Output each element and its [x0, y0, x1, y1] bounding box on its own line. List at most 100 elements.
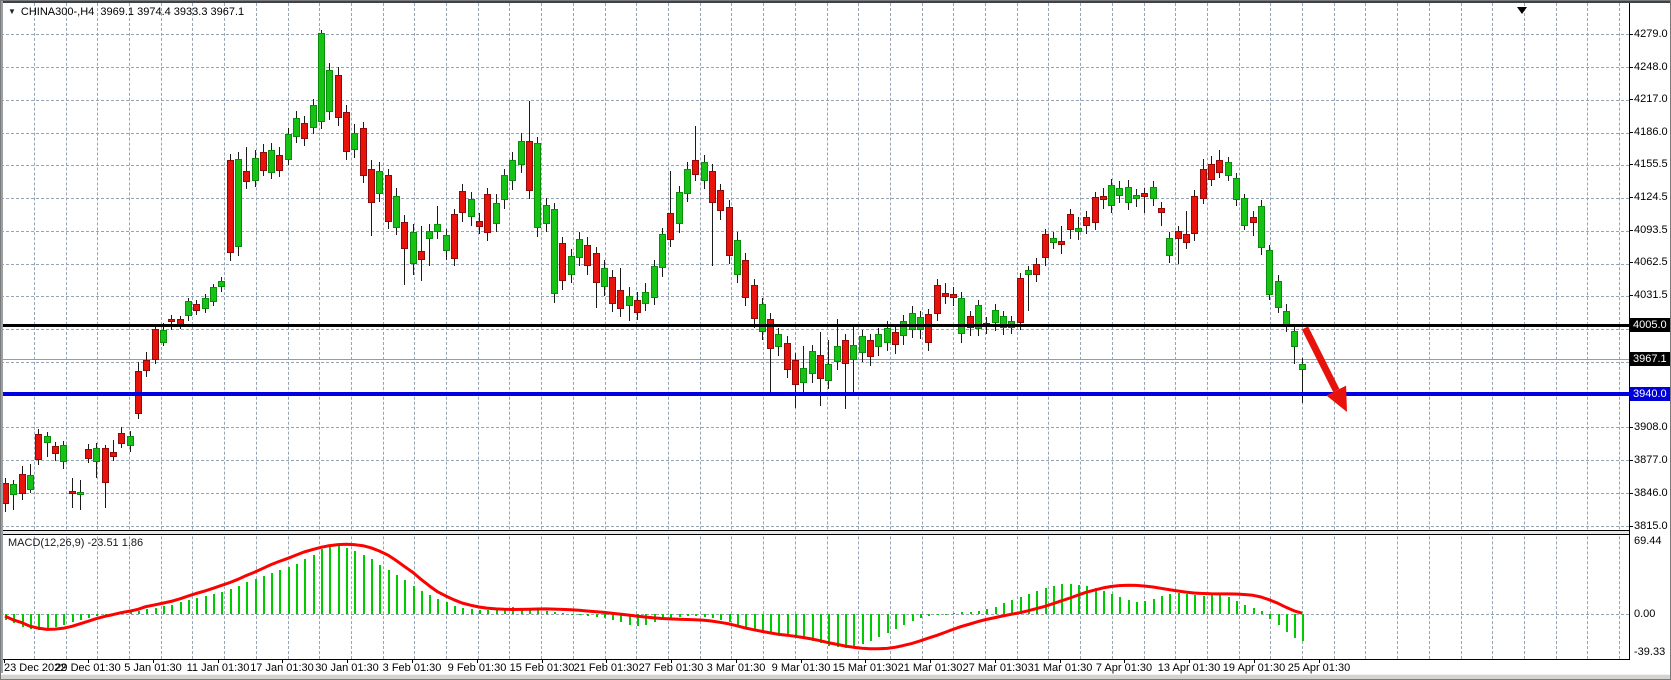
time-axis-label[interactable]: 19 Apr 01:30 [1222, 662, 1286, 674]
macd-axis-label[interactable]: 0.00 [1634, 608, 1656, 620]
grid-line-vertical [953, 3, 954, 659]
candle-body [1033, 264, 1040, 275]
macd-histogram-bar [1194, 595, 1196, 614]
time-axis-label[interactable]: 27 Mar 01:30 [962, 662, 1028, 674]
price-chart-pane[interactable] [1, 3, 1629, 530]
price-axis-label[interactable]: 4093.5 [1634, 224, 1668, 236]
macd-histogram-bar [288, 567, 290, 614]
macd-histogram-bar [471, 609, 473, 614]
candle-wick [1144, 188, 1145, 213]
macd-axis-label[interactable]: -39.33 [1634, 646, 1666, 658]
time-axis-label[interactable]: 29 Dec 01:30 [55, 662, 121, 674]
price-axis-label[interactable]: 3846.0 [1634, 487, 1668, 499]
price-axis-label[interactable]: 4031.5 [1634, 289, 1668, 301]
time-axis-tick [865, 659, 866, 663]
time-axis-label[interactable]: 3 Mar 01:30 [706, 662, 766, 674]
time-axis-label[interactable]: 21 Feb 01:30 [573, 662, 639, 674]
candle-body [642, 292, 649, 304]
time-axis-label[interactable]: 11 Jan 01:30 [186, 662, 250, 674]
macd-histogram-bar [912, 614, 914, 621]
macd-histogram-bar [304, 559, 306, 614]
macd-histogram-bar [88, 614, 90, 618]
macd-histogram-bar [521, 608, 523, 614]
macd-histogram-bar [887, 614, 889, 633]
macd-histogram-bar [1178, 593, 1180, 614]
time-axis-label[interactable]: 5 Jan 01:30 [124, 662, 182, 674]
time-axis-label[interactable]: 9 Feb 01:30 [447, 662, 507, 674]
candle-body [1092, 197, 1099, 223]
time-axis-label[interactable]: 31 Mar 01:30 [1027, 662, 1093, 674]
time-axis-label[interactable]: 23 Dec 2022 [4, 662, 67, 674]
candle-body [393, 196, 400, 228]
macd-axis-label[interactable]: 69.44 [1634, 535, 1662, 547]
candle-body [243, 171, 250, 182]
time-axis-label[interactable]: 7 Apr 01:30 [1095, 662, 1153, 674]
price-axis-label[interactable]: 4279.0 [1634, 28, 1668, 40]
candle-wick [1186, 211, 1187, 249]
grid-line-vertical [573, 3, 574, 659]
candle-body [434, 224, 441, 232]
grid-line-horizontal [1, 329, 1629, 330]
macd-histogram-bar [238, 586, 240, 614]
support-line[interactable] [1, 392, 1629, 396]
macd-histogram-bar [213, 594, 215, 614]
candle-body [534, 143, 541, 228]
grid-line-vertical [66, 3, 67, 659]
macd-histogram-bar [1095, 588, 1097, 614]
grid-line-horizontal [1, 231, 1629, 232]
price-axis-label[interactable]: 4062.5 [1634, 256, 1668, 268]
price-axis-label[interactable]: 4248.0 [1634, 61, 1668, 73]
candle-body [1108, 185, 1115, 206]
macd-histogram-bar [1061, 584, 1063, 614]
macd-histogram-bar [413, 586, 415, 614]
macd-histogram-bar [171, 605, 173, 614]
price-axis-tick [1629, 427, 1633, 428]
candle-body [975, 305, 982, 329]
chart-shift-icon[interactable] [1517, 7, 1527, 14]
candle-body [376, 171, 383, 194]
time-axis-label[interactable]: 30 Jan 01:30 [315, 662, 379, 674]
time-axis-label[interactable]: 21 Mar 01:30 [897, 662, 963, 674]
macd-histogram-bar [1203, 596, 1205, 614]
time-axis-tick [477, 659, 478, 663]
time-axis-tick [930, 659, 931, 663]
macd-histogram-bar [487, 610, 489, 614]
macd-histogram-bar [878, 614, 880, 637]
candle-body [950, 294, 957, 298]
candle-body [543, 205, 550, 224]
macd-histogram-bar [1219, 594, 1221, 614]
time-axis-tick [1124, 659, 1125, 663]
macd-histogram-bar [30, 614, 32, 629]
macd-histogram-bar [695, 614, 697, 616]
time-axis-label[interactable]: 25 Apr 01:30 [1287, 662, 1351, 674]
price-axis-label[interactable]: 4217.0 [1634, 93, 1668, 105]
price-axis-label[interactable]: 4155.5 [1634, 158, 1668, 170]
price-axis-label[interactable]: 3908.0 [1634, 421, 1668, 433]
resistance-line[interactable] [1, 324, 1629, 327]
macd-histogram-bar [587, 614, 589, 616]
time-axis-label[interactable]: 27 Feb 01:30 [638, 662, 704, 674]
pane-splitter[interactable] [1, 530, 1629, 535]
macd-indicator-label: MACD(12,26,9) -23.51 1.86 [8, 537, 143, 549]
macd-histogram-bar [828, 614, 830, 646]
price-axis-label[interactable]: 3877.0 [1634, 454, 1668, 466]
grid-line-vertical [1587, 3, 1588, 659]
time-axis-label[interactable]: 17 Jan 01:30 [250, 662, 314, 674]
collapse-icon[interactable]: ▼ [8, 7, 16, 16]
price-axis-label[interactable]: 4186.0 [1634, 126, 1668, 138]
time-axis-label[interactable]: 9 Mar 01:30 [771, 662, 831, 674]
candle-body [326, 70, 333, 112]
time-axis-label[interactable]: 13 Apr 01:30 [1157, 662, 1221, 674]
macd-histogram-bar [862, 614, 864, 644]
grid-line-vertical [1429, 3, 1430, 659]
macd-histogram-bar [712, 614, 714, 618]
time-axis-label[interactable]: 15 Mar 01:30 [832, 662, 898, 674]
price-axis-label[interactable]: 4124.5 [1634, 191, 1668, 203]
price-axis-label[interactable]: 3815.0 [1634, 520, 1668, 532]
candle-body [759, 304, 766, 332]
grid-line-vertical [129, 3, 130, 659]
time-axis-label[interactable]: 15 Feb 01:30 [509, 662, 575, 674]
macd-histogram-bar [1161, 596, 1163, 614]
macd-histogram-bar [504, 608, 506, 614]
time-axis-label[interactable]: 3 Feb 01:30 [382, 662, 442, 674]
